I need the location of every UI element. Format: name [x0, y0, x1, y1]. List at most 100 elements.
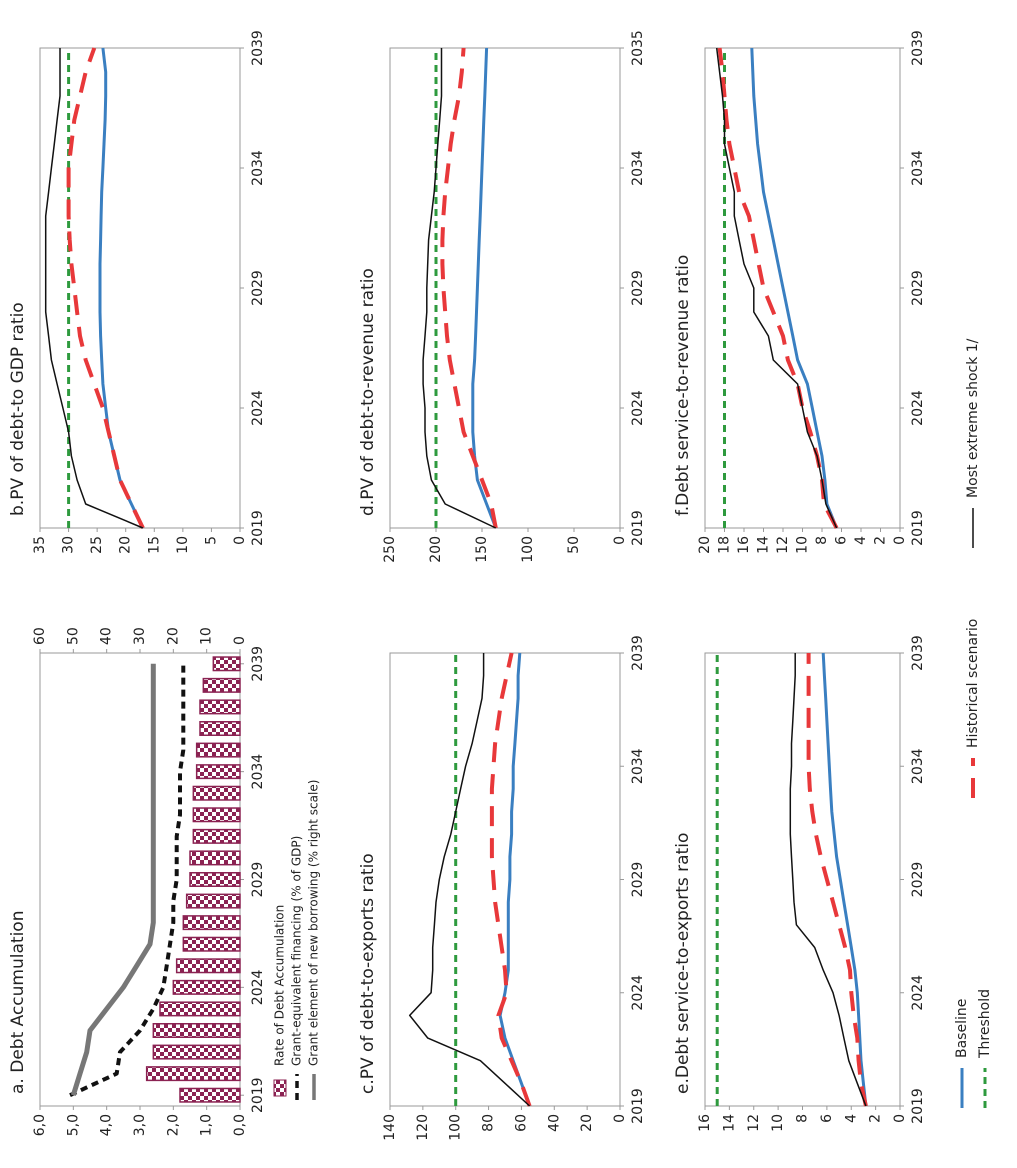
panel-title: e.Debt service-to-exports ratio	[673, 833, 693, 1094]
x-tick-label: 2039	[910, 635, 926, 671]
series-line	[498, 652, 532, 1107]
bar	[185, 893, 241, 909]
y-tick-label: 250	[382, 536, 398, 563]
y2-tick-label: 20	[165, 627, 181, 645]
panel: f.Debt service-to-revenue ratio 024681012…	[673, 30, 926, 554]
series-line	[821, 652, 868, 1107]
y-tick-label: 4	[843, 1114, 859, 1123]
bar	[192, 785, 241, 801]
y2-tick-label: 10	[199, 627, 215, 645]
x-tick-label: 2039	[250, 30, 266, 66]
series-line	[70, 663, 156, 1096]
bar	[202, 677, 241, 693]
y-tick-label: 18	[717, 536, 733, 554]
y-tick-label: 0,0	[232, 1114, 248, 1136]
legend-swatch	[273, 1079, 287, 1097]
series-line	[471, 47, 498, 529]
x-tick-label: 2034	[250, 150, 266, 186]
bar	[195, 764, 241, 780]
y-tick-label: 140	[382, 1114, 398, 1141]
panel-title: c.PV of debt-to-exports ratio	[358, 853, 378, 1094]
y-tick-label: 25	[89, 536, 105, 554]
plot-frame	[704, 652, 901, 1107]
x-tick-label: 2024	[910, 975, 926, 1011]
legend-label: Grant element of new borrowing (% right …	[307, 780, 321, 1066]
legend-label: Historical scenario	[965, 619, 981, 748]
x-tick-label: 2024	[250, 390, 266, 426]
y-tick-label: 16	[736, 536, 752, 554]
series-line	[750, 47, 838, 529]
series-line	[422, 48, 497, 529]
bar	[172, 979, 241, 995]
series-line	[69, 663, 186, 1098]
bar	[212, 656, 241, 672]
bar	[152, 1023, 241, 1038]
y-tick-label: 35	[32, 536, 48, 554]
x-tick-label: 2034	[630, 150, 646, 186]
y2-tick-label: 40	[99, 627, 115, 645]
x-tick-label: 2024	[250, 969, 266, 1005]
x-tick-label: 2024	[630, 390, 646, 426]
series-line	[489, 652, 532, 1107]
y-tick-label: 80	[481, 1114, 497, 1132]
y2-tick-label: 60	[32, 627, 48, 645]
panel-title: d.PV of debt-to-revenue ratio	[358, 268, 378, 516]
legend-label: Baseline	[954, 999, 970, 1058]
bar	[192, 828, 241, 844]
y-tick-label: 200	[428, 536, 444, 563]
series-line	[806, 653, 868, 1107]
bar	[199, 721, 241, 736]
y-tick-label: 0	[612, 1114, 628, 1123]
y-tick-label: 6	[819, 1114, 835, 1123]
y-tick-label: 20	[118, 536, 134, 554]
y-tick-label: 30	[61, 536, 77, 554]
y-tick-label: 4	[853, 536, 869, 545]
y-tick-label: 5,0	[65, 1114, 81, 1136]
x-tick-label: 2035	[630, 30, 646, 66]
y-tick-label: 15	[146, 536, 162, 554]
bar	[195, 742, 241, 758]
y-tick-label: 8	[814, 536, 830, 545]
bar	[175, 958, 241, 974]
series-line	[789, 653, 867, 1107]
x-tick-label: 2019	[250, 1077, 266, 1113]
y-tick-label: 60	[513, 1114, 529, 1132]
legend-label: Grant-equivalent financing (% of GDP)	[290, 836, 304, 1066]
y-tick-label: 40	[546, 1114, 562, 1132]
bar	[152, 1044, 241, 1060]
x-tick-label: 2029	[630, 270, 646, 306]
series-line	[717, 47, 839, 529]
x-tick-label: 2019	[630, 1088, 646, 1124]
x-tick-label: 2019	[910, 510, 926, 546]
bar	[199, 699, 241, 715]
panel-title: a. Debt Accumulation	[8, 911, 28, 1094]
legend-label: Rate of Debt Accumulation	[273, 905, 287, 1066]
legend-label: Threshold	[977, 989, 993, 1059]
x-tick-label: 2034	[910, 748, 926, 784]
x-tick-label: 2034	[630, 748, 646, 784]
y-tick-label: 0	[232, 536, 248, 545]
y-tick-label: 16	[697, 1114, 713, 1132]
y-tick-label: 100	[520, 536, 536, 563]
y-tick-label: 8	[795, 1114, 811, 1123]
bar	[145, 1066, 241, 1082]
legend-label: Most extreme shock 1/	[965, 338, 981, 498]
bar	[189, 850, 241, 866]
panel: d.PV of debt-to-revenue ratio 0 50 100 150 20…	[358, 30, 646, 563]
x-tick-label: 2019	[250, 510, 266, 546]
y-tick-label: 6	[834, 536, 850, 545]
bar	[182, 915, 241, 931]
series-line	[44, 48, 144, 529]
plot-frame	[389, 47, 621, 529]
x-tick-label: 2039	[250, 646, 266, 682]
y2-tick-label: 0	[232, 636, 248, 645]
y-tick-label: 14	[756, 536, 772, 554]
y-tick-label: 0	[892, 1114, 908, 1123]
x-tick-label: 2019	[910, 1088, 926, 1124]
panel: b.PV of debt-to GDP ratio 0 5 10 15 20 25 30 35 2…	[8, 30, 266, 554]
x-tick-label: 2024	[630, 975, 646, 1011]
bar	[159, 1001, 241, 1017]
x-tick-label: 2034	[250, 754, 266, 790]
y-tick-label: 12	[746, 1114, 762, 1132]
